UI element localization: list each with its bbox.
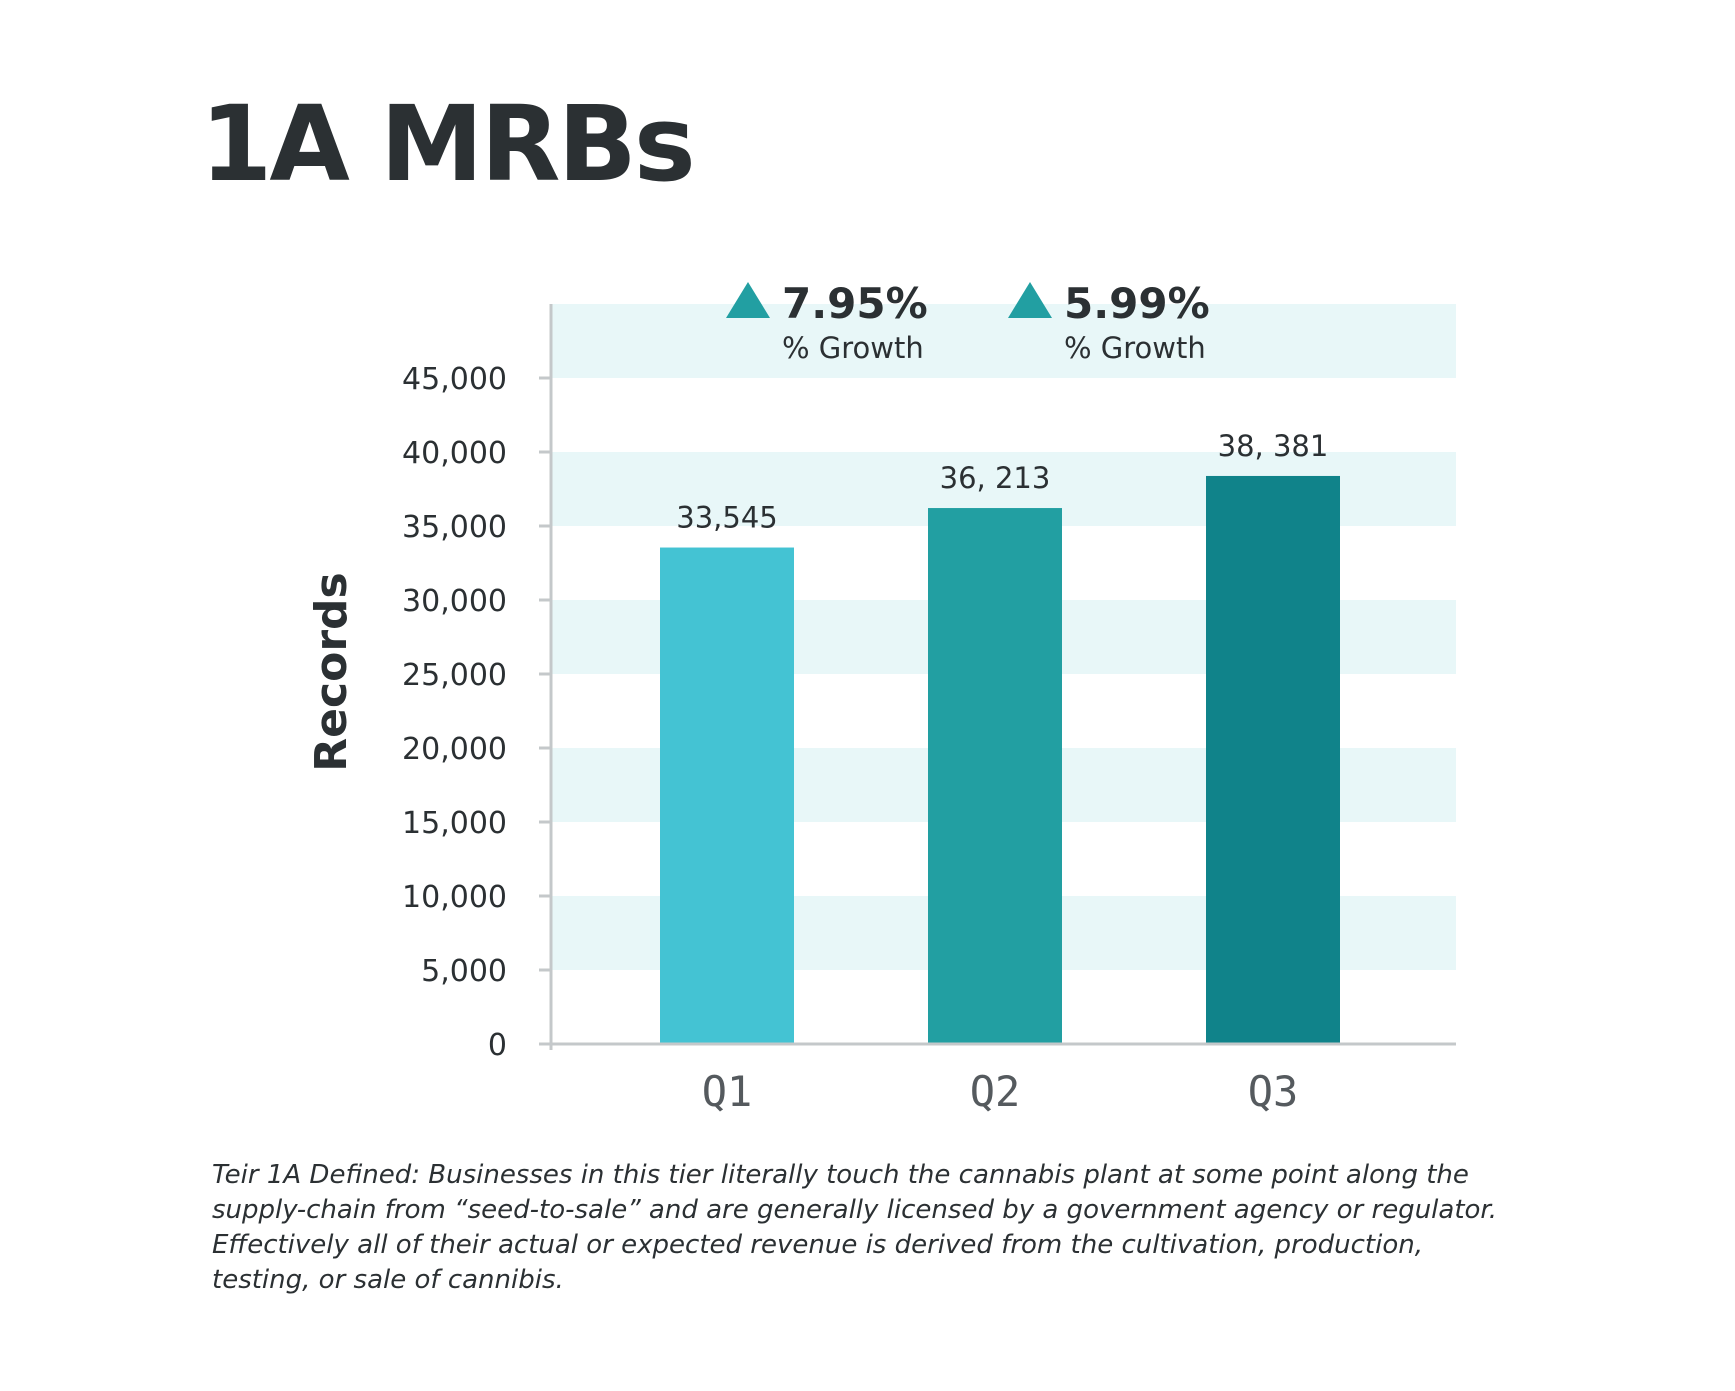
x-tick-label: Q3 [1248,1067,1299,1116]
y-tick-label: 40,000 [402,436,507,471]
bar-chart: 0 5,000 10,000 15,000 20,000 25,000 30,000 35,0… [306,279,1456,1116]
y-tick-label: 35,000 [402,510,507,545]
x-tick-labels: Q1 Q2 Q3 [702,1067,1299,1116]
grid-band [551,304,1456,378]
y-tick-label: 15,000 [402,806,507,841]
y-axis-label: Records [306,572,357,771]
y-tick-label: 10,000 [402,880,507,915]
x-tick-label: Q2 [970,1067,1021,1116]
bar-q2 [928,508,1062,1044]
bars [660,475,1340,1045]
growth-value: 7.95% [782,279,928,328]
bar-q1 [660,547,794,1044]
growth-value: 5.99% [1064,279,1210,328]
y-tick-labels: 0 5,000 10,000 15,000 20,000 25,000 30,000 35,0… [402,362,507,1063]
data-label: 33,545 [676,501,777,535]
data-label: 38, 381 [1218,429,1329,463]
y-tick-label: 25,000 [402,658,507,693]
up-triangle-icon [726,282,770,318]
data-labels: 33,545 36, 213 38, 381 [676,429,1328,535]
up-triangle-icon [1008,282,1052,318]
page-title: 1A MRBs [200,83,696,205]
axes [539,304,1456,1050]
footnote: Teir 1A Defined: Businesses in this tier… [212,1160,1497,1295]
growth-label: % Growth [1064,331,1206,365]
y-tick-label: 20,000 [402,732,507,767]
bar-q3 [1206,475,1340,1045]
data-label: 36, 213 [940,461,1051,495]
y-tick-label: 30,000 [402,584,507,619]
x-tick-label: Q1 [702,1067,753,1116]
growth-annotation: 5.99%% Growth [1008,279,1210,365]
y-tick-label: 0 [488,1028,507,1063]
y-tick-label: 45,000 [402,362,507,397]
growth-label: % Growth [782,331,924,365]
growth-annotation: 7.95%% Growth [726,279,928,365]
y-tick-label: 5,000 [421,954,507,989]
